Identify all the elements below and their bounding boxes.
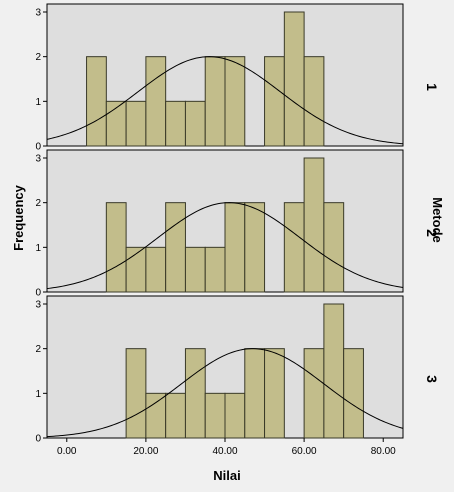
histogram-bar (303, 348, 325, 439)
histogram-bar (165, 202, 186, 293)
y-axis-label: Frequency (11, 184, 26, 251)
histogram-bar (184, 348, 206, 439)
histogram-bar (323, 202, 345, 293)
x-axis-label: Nilai (213, 468, 240, 483)
histogram-bar (303, 56, 325, 147)
x-tick-label: 0.00 (57, 446, 77, 457)
histogram-bar (125, 348, 147, 439)
x-tick-label: 80.00 (371, 446, 396, 457)
histogram-bar (145, 392, 167, 439)
panel-1: 0 1 2 3 1 (35, 3, 440, 153)
histogram-bar (224, 392, 246, 439)
x-tick-label: 20.00 (133, 446, 158, 457)
histogram-bar (264, 56, 285, 147)
histogram-bar (184, 100, 206, 147)
histogram-bar (105, 202, 127, 293)
x-tick-label: 60.00 (292, 446, 317, 457)
histogram-bar (184, 246, 206, 293)
normal-curve (46, 56, 404, 145)
histogram-bar (244, 202, 266, 293)
y-tick-label: 3 (35, 154, 41, 165)
panels-layer: 0 1 2 3 1 0 1 2 3 2 0 1 2 3 3 0.00 20.00 40.00 60.00 80.00 (35, 3, 440, 457)
histogram-bar (204, 392, 226, 439)
histogram-bar (343, 348, 364, 439)
histogram-bar (145, 246, 167, 293)
histogram-bar (165, 100, 186, 147)
x-tick-label: 40.00 (212, 446, 237, 457)
panel-axis-label: Metode (430, 197, 445, 243)
panel-label: 2 (424, 229, 440, 237)
y-tick-label: 1 (35, 389, 41, 400)
panel-2: 0 1 2 3 2 (35, 149, 440, 299)
y-tick-label: 0 (35, 288, 41, 299)
y-tick-label: 2 (35, 198, 41, 209)
histogram-bar (224, 56, 246, 147)
histogram-bar (165, 392, 186, 439)
histogram-bar (125, 100, 147, 147)
histogram-bar (224, 202, 246, 293)
y-tick-label: 2 (35, 52, 41, 63)
histogram-bar (145, 56, 167, 147)
y-tick-label: 0 (35, 434, 41, 445)
y-tick-label: 3 (35, 8, 41, 19)
histogram-bar (283, 11, 305, 147)
normal-curve (46, 202, 404, 290)
histogram-bar (86, 56, 107, 147)
panel-3: 0 1 2 3 3 (35, 295, 440, 445)
y-tick-label: 3 (35, 300, 41, 311)
panel-label: 3 (424, 375, 440, 383)
histogram-bar (303, 157, 325, 293)
histogram-bar (323, 303, 345, 439)
y-tick-label: 2 (35, 344, 41, 355)
histogram-bar (264, 348, 285, 439)
histogram-bar (283, 202, 305, 293)
y-tick-label: 0 (35, 142, 41, 153)
histogram-bar (244, 348, 266, 439)
normal-curve (46, 348, 404, 438)
y-tick-label: 1 (35, 243, 41, 254)
y-tick-label: 1 (35, 97, 41, 108)
histogram-bar (204, 56, 226, 147)
panel-label: 1 (424, 83, 440, 91)
histogram-bar (204, 246, 226, 293)
